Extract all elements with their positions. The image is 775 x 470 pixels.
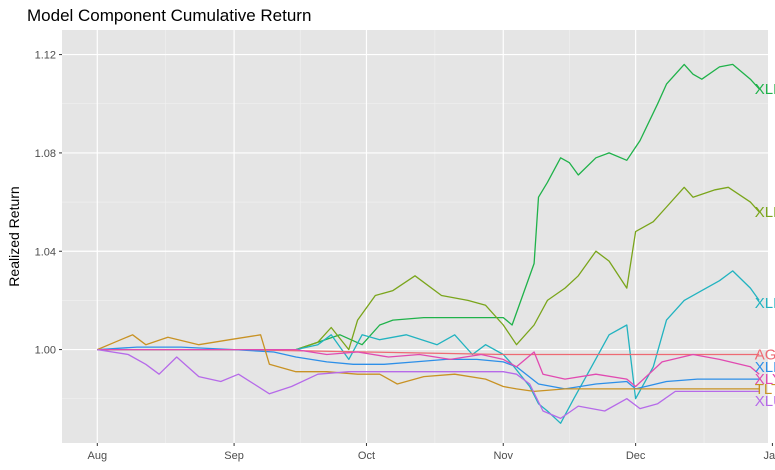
series-end-labels: XLF XLE XLK AGGXLPXLYTLTXLU — [755, 81, 775, 410]
y-tick-label: 1.08 — [35, 148, 56, 160]
series-line-xly — [97, 348, 760, 388]
series-label-agg: AGG — [755, 347, 775, 364]
series-line-xlu — [97, 348, 760, 420]
series-line-xlf — [97, 63, 760, 351]
series-line-xlk — [97, 270, 760, 424]
series-lines — [97, 63, 760, 424]
series-label-xle: XLE — [755, 204, 775, 221]
x-tick-label: Sep — [224, 450, 244, 462]
x-axis: Aug Sep Oct Nov Dec Jan — [88, 443, 775, 462]
x-tick-label: Aug — [88, 450, 108, 462]
y-tick-label: 1.04 — [35, 246, 56, 258]
series-label-xly: XLY — [755, 371, 775, 388]
x-tick-label: Dec — [626, 450, 646, 462]
y-tick-label: 1.12 — [35, 50, 56, 62]
series-label-xlk: XLK — [755, 295, 775, 312]
series-label-xlf: XLF — [755, 81, 775, 98]
grid-major — [62, 30, 768, 443]
x-tick-label: Oct — [358, 450, 375, 462]
x-tick-label: Jan — [764, 450, 775, 462]
grid-minor — [62, 30, 768, 443]
series-line-xlp — [97, 346, 760, 390]
series-label-xlp: XLP — [755, 359, 775, 376]
x-tick-label: Nov — [493, 450, 513, 462]
chart-title: Model Component Cumulative Return — [27, 6, 311, 25]
series-label-tlt: TLT — [755, 381, 775, 398]
series-line-tlt — [97, 334, 760, 393]
series-line-xle — [97, 186, 760, 351]
y-tick-label: 1.00 — [35, 345, 56, 357]
series-label-xlu: XLU — [755, 393, 775, 410]
y-axis-title: Realized Return — [6, 186, 22, 286]
plot-panel — [62, 30, 768, 443]
y-axis: 1.00 1.04 1.08 1.12 — [35, 50, 62, 357]
